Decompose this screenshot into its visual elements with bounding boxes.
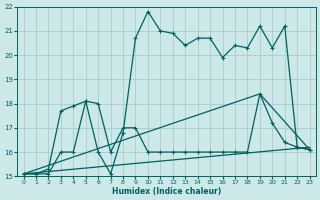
X-axis label: Humidex (Indice chaleur): Humidex (Indice chaleur) <box>112 187 221 196</box>
